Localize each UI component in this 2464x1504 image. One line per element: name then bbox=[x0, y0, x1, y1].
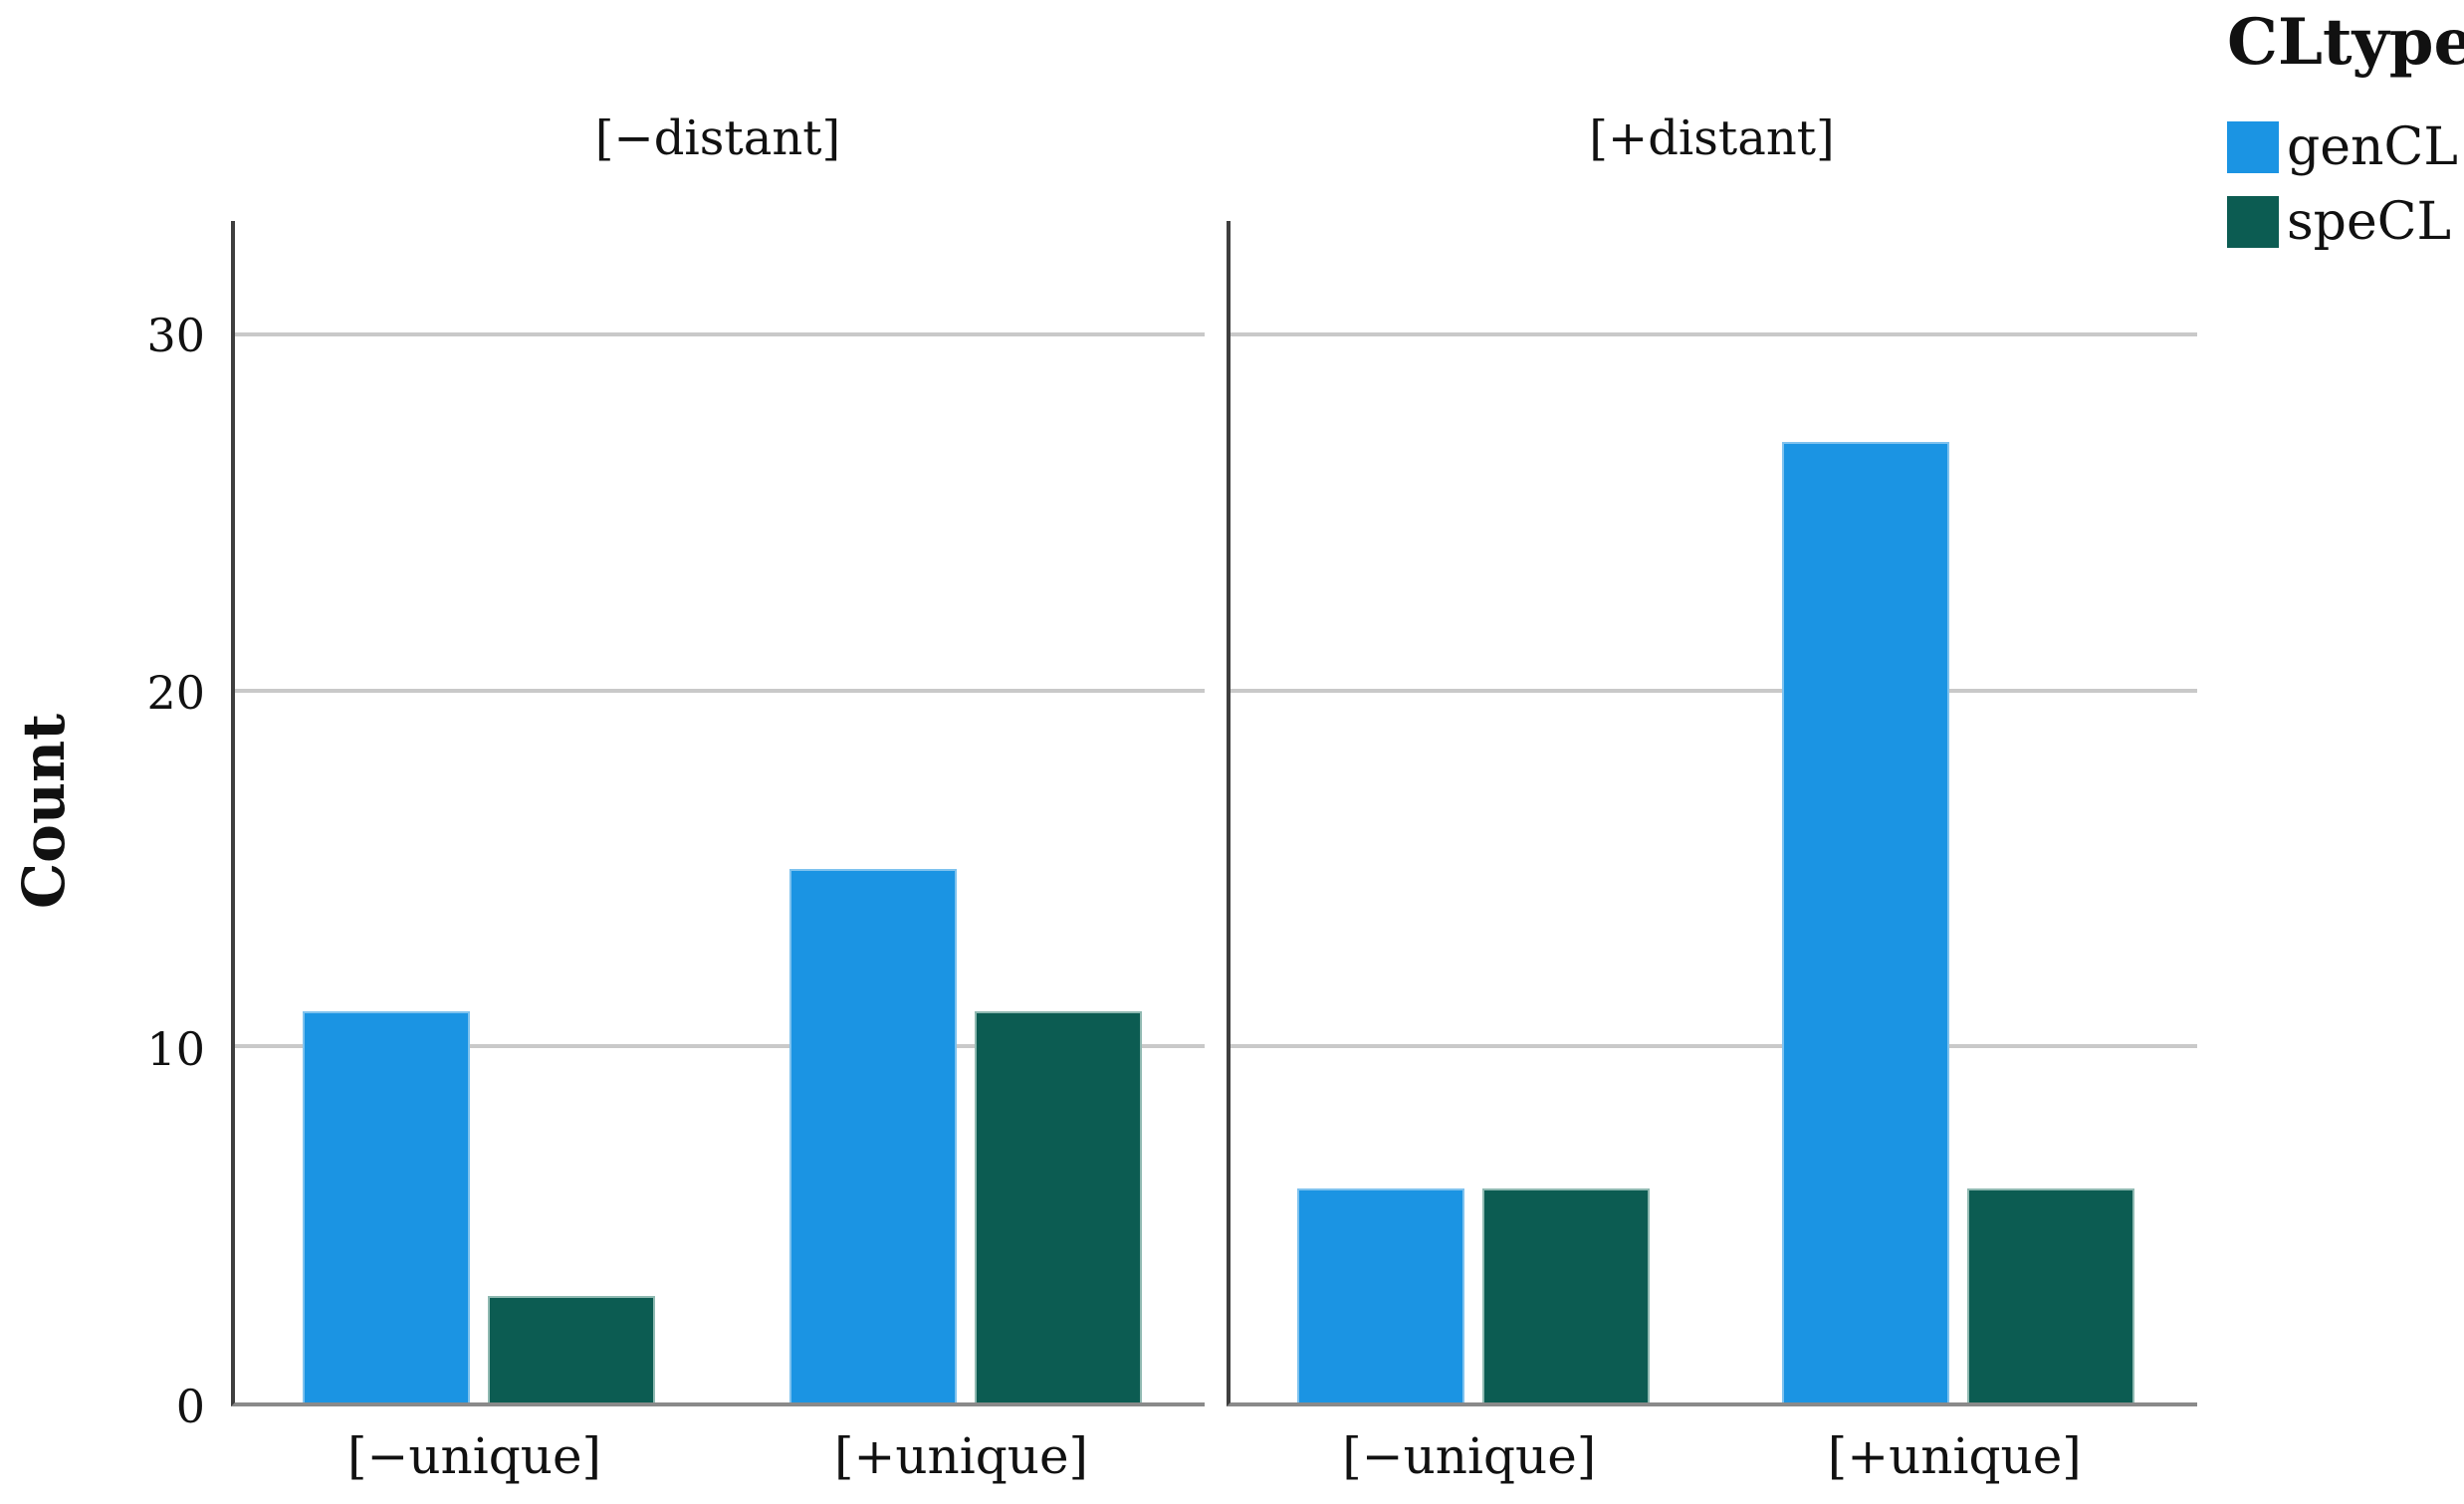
gridline bbox=[235, 1044, 1205, 1049]
y-axis-tick-labels: 0 10 20 30 bbox=[0, 221, 211, 1429]
legend-item: speCL bbox=[2227, 192, 2464, 253]
legend-swatch-speCL bbox=[2227, 196, 2279, 249]
bar-genCL bbox=[302, 1010, 470, 1402]
bar-genCL bbox=[788, 868, 957, 1402]
gridline bbox=[1231, 332, 2197, 337]
legend-item-label: genCL bbox=[2287, 117, 2458, 178]
legend-item-label: speCL bbox=[2287, 192, 2452, 253]
x-category-label: [−unique] bbox=[346, 1427, 602, 1485]
panel-title: [+distant] bbox=[1589, 110, 1835, 166]
panel-title: [−distant] bbox=[594, 110, 841, 166]
legend-item: genCL bbox=[2227, 117, 2464, 178]
bar-genCL bbox=[1296, 1188, 1464, 1402]
gridline bbox=[1231, 688, 2197, 693]
bar-speCL bbox=[1967, 1188, 2135, 1402]
x-category-label: [+unique] bbox=[833, 1427, 1089, 1485]
panel-1: [−distant] [−unique] [+unique] bbox=[231, 0, 1205, 1504]
y-tick-label: 30 bbox=[146, 308, 205, 362]
plot-area bbox=[231, 221, 1205, 1406]
gridline bbox=[1231, 1044, 2197, 1049]
gridline bbox=[235, 688, 1205, 693]
legend-items: genCL speCL bbox=[2227, 117, 2464, 253]
y-tick-label: 0 bbox=[175, 1380, 205, 1433]
legend-title: CLtype bbox=[2227, 5, 2464, 80]
y-tick-label: 20 bbox=[146, 665, 205, 720]
plot-area bbox=[1227, 221, 2197, 1406]
x-category-label: [+unique] bbox=[1827, 1427, 2082, 1485]
legend: CLtype genCL speCL bbox=[2227, 5, 2464, 271]
legend-swatch-genCL bbox=[2227, 121, 2279, 174]
panel-2: [+distant] [−unique] [+unique] bbox=[1227, 0, 2197, 1504]
bar-genCL bbox=[1782, 441, 1950, 1402]
gridline bbox=[235, 332, 1205, 337]
bar-speCL bbox=[487, 1295, 655, 1402]
bar-speCL bbox=[1481, 1188, 1650, 1402]
x-category-label: [−unique] bbox=[1342, 1427, 1597, 1485]
bar-speCL bbox=[974, 1010, 1142, 1402]
y-tick-label: 10 bbox=[146, 1022, 205, 1077]
